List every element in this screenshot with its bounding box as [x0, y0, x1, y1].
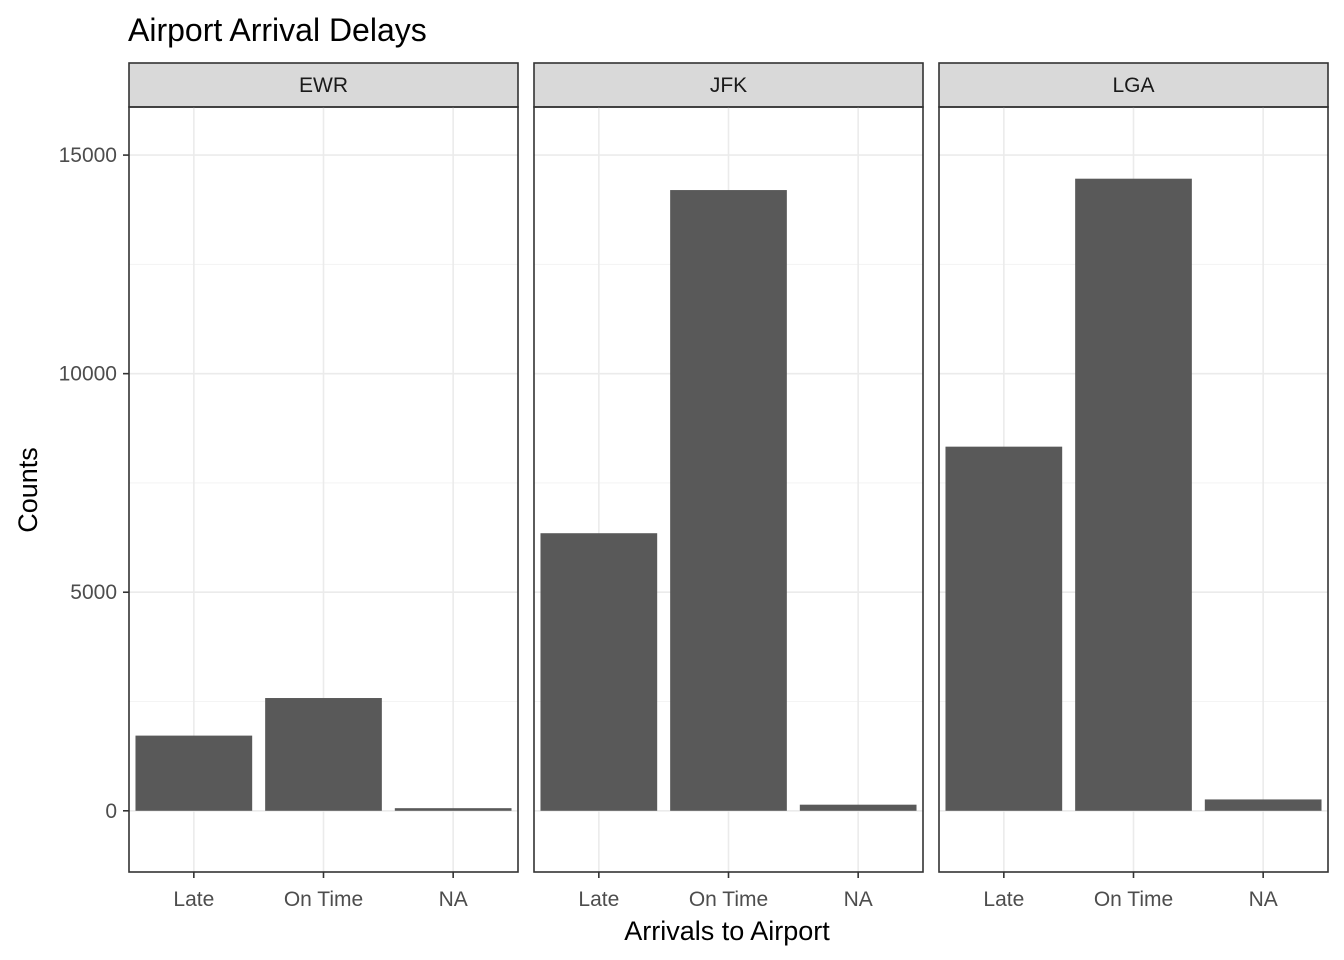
x-tick-label: On Time [1094, 888, 1173, 911]
facet-panel-lga: LGA Late On Time NA [938, 62, 1329, 911]
bar-lga-0 [945, 446, 1063, 811]
bar-jfk-0 [540, 533, 658, 811]
y-tick-label: 10000 [59, 363, 117, 386]
facet-strip-label: JFK [710, 74, 747, 97]
x-axis-title: Arrivals to Airport [624, 916, 830, 946]
x-tick-label: On Time [689, 888, 768, 911]
facet-strip-label: EWR [299, 74, 348, 97]
bar-lga-1 [1075, 178, 1192, 811]
facet-panels: EWR Late On Time NA JFK Late On Time NA LGA Late O… [128, 62, 1329, 911]
y-axis: 0 5000 10000 15000 [59, 144, 129, 823]
y-tick-label: 5000 [70, 581, 117, 604]
facet-strip [938, 62, 1329, 108]
bar-ewr-0 [135, 735, 253, 811]
x-tick-label: NA [439, 888, 468, 911]
x-tick-label: On Time [284, 888, 363, 911]
bar-lga-2 [1204, 799, 1322, 811]
chart-title: Airport Arrival Delays [128, 12, 427, 48]
x-tick-label: Late [983, 888, 1024, 911]
facet-strip [128, 62, 519, 108]
x-tick-label: Late [578, 888, 619, 911]
bar-jfk-2 [799, 804, 917, 811]
x-tick-label: NA [844, 888, 873, 911]
bar-jfk-1 [670, 190, 787, 811]
facet-panel-jfk: JFK Late On Time NA [533, 62, 924, 911]
x-tick-label: Late [173, 888, 214, 911]
x-tick-label: NA [1249, 888, 1278, 911]
y-tick-label: 15000 [59, 144, 117, 167]
y-axis-title: Counts [13, 447, 43, 533]
bar-ewr-1 [265, 698, 382, 811]
y-tick-label: 0 [105, 800, 117, 823]
facet-panel-ewr: EWR Late On Time NA [128, 62, 519, 911]
bar-ewr-2 [394, 808, 512, 811]
facet-strip-label: LGA [1112, 74, 1154, 97]
